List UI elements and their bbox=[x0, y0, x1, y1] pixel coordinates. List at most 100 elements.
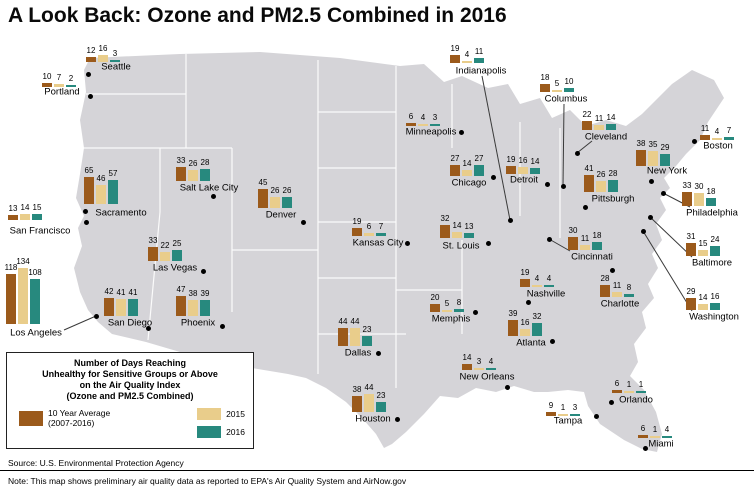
legend-heading-line: (Ozone and PM2.5 Combined) bbox=[66, 391, 194, 401]
city-label-phoenix: Phoenix bbox=[180, 317, 216, 329]
bar-2016-baltimore bbox=[710, 246, 720, 256]
bar-value-label-2015-denver: 26 bbox=[270, 186, 280, 195]
city-label-kansas-city: Kansas City bbox=[352, 237, 404, 249]
bar-value-label-10yr-minneapolis: 6 bbox=[408, 112, 414, 121]
city-label-columbus: Columbus bbox=[544, 93, 588, 105]
bar-10yr-kansas-city bbox=[352, 228, 362, 236]
bar-2016-minneapolis bbox=[430, 124, 440, 126]
city-dot-miami bbox=[642, 445, 648, 451]
bar-2016-sacramento bbox=[108, 180, 118, 204]
bar-2015-denver bbox=[270, 197, 280, 208]
bar-value-label-10yr-baltimore: 31 bbox=[686, 232, 696, 241]
city-label-houston: Houston bbox=[355, 413, 391, 425]
bar-10yr-nashville bbox=[520, 279, 530, 287]
bar-2016-washington bbox=[710, 303, 720, 310]
bar-10yr-tampa bbox=[546, 412, 556, 416]
bar-2016-new-orleans bbox=[486, 368, 496, 370]
leader-line-washington bbox=[642, 230, 693, 312]
bar-2016-kansas-city bbox=[376, 233, 386, 236]
legend-year-column: 2015 2016 bbox=[197, 408, 245, 444]
bar-2015-indianapolis bbox=[462, 61, 472, 63]
city-dot-dallas bbox=[375, 350, 381, 356]
bar-value-label-2015-dallas: 44 bbox=[350, 317, 360, 326]
bar-2015-new-york bbox=[648, 151, 658, 166]
city-label-dallas: Dallas bbox=[344, 347, 372, 359]
bar-value-label-10yr-nashville: 19 bbox=[520, 268, 530, 277]
bar-value-label-2015-cleveland: 11 bbox=[594, 114, 604, 123]
bar-2015-salt-lake-city bbox=[188, 170, 198, 181]
bar-value-label-2016-san-francisco: 15 bbox=[32, 203, 42, 212]
bar-2015-san-diego bbox=[116, 299, 126, 316]
bar-2016-miami bbox=[662, 436, 672, 438]
bar-2016-atlanta bbox=[532, 323, 542, 336]
bar-value-label-2016-detroit: 14 bbox=[530, 157, 540, 166]
bar-10yr-salt-lake-city bbox=[176, 167, 186, 181]
leader-line-baltimore bbox=[649, 216, 693, 258]
bar-2016-indianapolis bbox=[474, 58, 484, 63]
city-label-chicago: Chicago bbox=[451, 177, 487, 189]
bar-value-label-2015-new-orleans: 3 bbox=[476, 357, 482, 366]
bar-2015-pittsburgh bbox=[596, 181, 606, 192]
bar-10yr-cleveland bbox=[582, 121, 592, 130]
bar-2015-chicago bbox=[462, 170, 472, 176]
legend-heading: Number of Days Reaching Unhealthy for Se… bbox=[11, 358, 249, 402]
city-dot-new-orleans bbox=[504, 384, 510, 390]
city-label-boston: Boston bbox=[703, 140, 733, 152]
bar-2016-las-vegas bbox=[172, 250, 182, 261]
bar-2016-tampa bbox=[570, 414, 580, 416]
bar-2016-boston bbox=[724, 137, 734, 140]
bar-value-label-2016-indianapolis: 11 bbox=[474, 47, 484, 56]
city-dot-charlotte bbox=[609, 267, 615, 273]
bar-value-label-2016-sacramento: 57 bbox=[108, 169, 118, 178]
bar-2016-new-york bbox=[660, 154, 670, 166]
city-dot-st-louis bbox=[485, 240, 491, 246]
bar-10yr-miami bbox=[638, 435, 648, 438]
bar-value-label-2015-pittsburgh: 26 bbox=[596, 170, 606, 179]
bar-value-label-2016-new-orleans: 4 bbox=[488, 357, 494, 366]
bar-value-label-2016-minneapolis: 3 bbox=[432, 113, 438, 122]
city-dot-denver bbox=[300, 219, 306, 225]
bar-10yr-detroit bbox=[506, 166, 516, 174]
bar-value-label-10yr-las-vegas: 33 bbox=[148, 236, 158, 245]
bar-value-label-2015-memphis: 5 bbox=[444, 299, 450, 308]
bar-value-label-2015-baltimore: 15 bbox=[698, 239, 708, 248]
bar-value-label-10yr-kansas-city: 19 bbox=[352, 217, 362, 226]
bar-2015-sacramento bbox=[96, 185, 106, 204]
legend-swatch-2016 bbox=[197, 426, 222, 438]
city-label-las-vegas: Las Vegas bbox=[152, 262, 198, 274]
bar-value-label-10yr-detroit: 19 bbox=[506, 155, 516, 164]
city-label-orlando: Orlando bbox=[619, 394, 653, 406]
city-label-miami: Miami bbox=[648, 438, 674, 450]
bar-value-label-2015-columbus: 5 bbox=[554, 79, 560, 88]
bar-10yr-houston bbox=[352, 396, 362, 412]
bar-10yr-san-diego bbox=[104, 298, 114, 316]
bar-2016-orlando bbox=[636, 391, 646, 393]
bar-value-label-2015-houston: 44 bbox=[364, 383, 374, 392]
bar-10yr-seattle bbox=[86, 57, 96, 62]
bar-value-label-2016-salt-lake-city: 28 bbox=[200, 158, 210, 167]
bar-value-label-10yr-new-york: 38 bbox=[636, 139, 646, 148]
bar-value-label-2015-orlando: 1 bbox=[626, 380, 632, 389]
bar-10yr-columbus bbox=[540, 84, 550, 92]
bar-value-label-2015-portland: 7 bbox=[56, 73, 62, 82]
city-label-cincinnati: Cincinnati bbox=[571, 251, 613, 263]
city-dot-memphis bbox=[472, 309, 478, 315]
city-label-new-york: New York bbox=[646, 165, 688, 177]
bar-value-label-10yr-boston: 11 bbox=[700, 124, 710, 133]
bar-value-label-10yr-miami: 6 bbox=[640, 424, 646, 433]
bar-value-label-2015-indianapolis: 4 bbox=[464, 50, 470, 59]
bar-value-label-2016-nashville: 4 bbox=[546, 274, 552, 283]
state-borders bbox=[78, 54, 561, 388]
bar-value-label-10yr-san-francisco: 13 bbox=[8, 204, 18, 213]
legend-swatch-10yr-average bbox=[19, 410, 43, 426]
bar-2015-portland bbox=[54, 84, 64, 87]
leader-line-indianapolis bbox=[481, 75, 511, 221]
bar-value-label-2016-pittsburgh: 28 bbox=[608, 169, 618, 178]
bar-value-label-2016-orlando: 1 bbox=[638, 380, 644, 389]
bar-value-label-2015-miami: 1 bbox=[652, 425, 658, 434]
city-label-new-orleans: New Orleans bbox=[459, 371, 515, 383]
bar-2015-washington bbox=[698, 304, 708, 310]
bar-10yr-charlotte bbox=[600, 285, 610, 297]
bar-2015-memphis bbox=[442, 310, 452, 312]
bar-value-label-2015-cincinnati: 11 bbox=[580, 234, 590, 243]
